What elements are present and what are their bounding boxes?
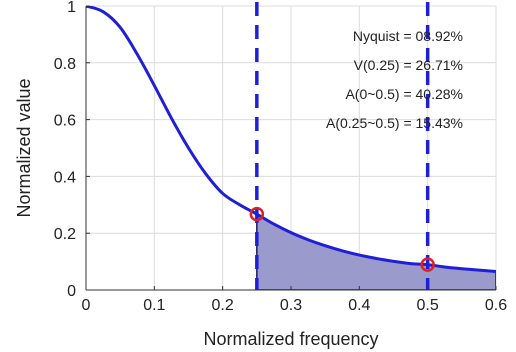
x-tick-label-5: 0.5 [417, 297, 439, 314]
annotations: Nyquist = 08.92% V(0.25) = 26.71% A(0~0.5)… [326, 28, 463, 131]
y-axis-title: Normalized value [14, 78, 34, 217]
y-tick-label-1: 0.2 [54, 226, 76, 243]
y-tick-label-2: 0.4 [54, 169, 76, 186]
x-ticks: 0 0.1 0.2 0.3 0.4 0.5 0.6 [82, 286, 507, 314]
annotation-2: A(0~0.5) = 40.28% [345, 86, 463, 102]
marker-1 [420, 257, 435, 272]
x-tick-label-6: 0.6 [485, 297, 507, 314]
marker-0 [249, 206, 265, 222]
y-tick-label-4: 0.8 [54, 56, 76, 73]
annotation-0: Nyquist = 08.92% [353, 28, 463, 44]
x-tick-label-0: 0 [82, 297, 91, 314]
y-tick-label-3: 0.6 [54, 113, 76, 130]
x-tick-label-3: 0.3 [280, 297, 302, 314]
markers [249, 206, 435, 272]
x-tick-label-2: 0.2 [212, 297, 234, 314]
annotation-1: V(0.25) = 26.71% [354, 57, 463, 73]
vertical-lines [255, 2, 430, 290]
annotation-3: A(0.25~0.5) = 15.43% [326, 115, 463, 131]
x-axis-title: Normalized frequency [203, 329, 378, 349]
x-tick-label-1: 0.1 [143, 297, 165, 314]
x-tick-label-4: 0.4 [348, 297, 370, 314]
y-tick-label-5: 1 [67, 0, 76, 16]
curve-line [86, 6, 496, 274]
y-tick-label-0: 0 [67, 283, 76, 300]
y-ticks: 0 0.2 0.4 0.6 0.8 1 [54, 0, 90, 300]
